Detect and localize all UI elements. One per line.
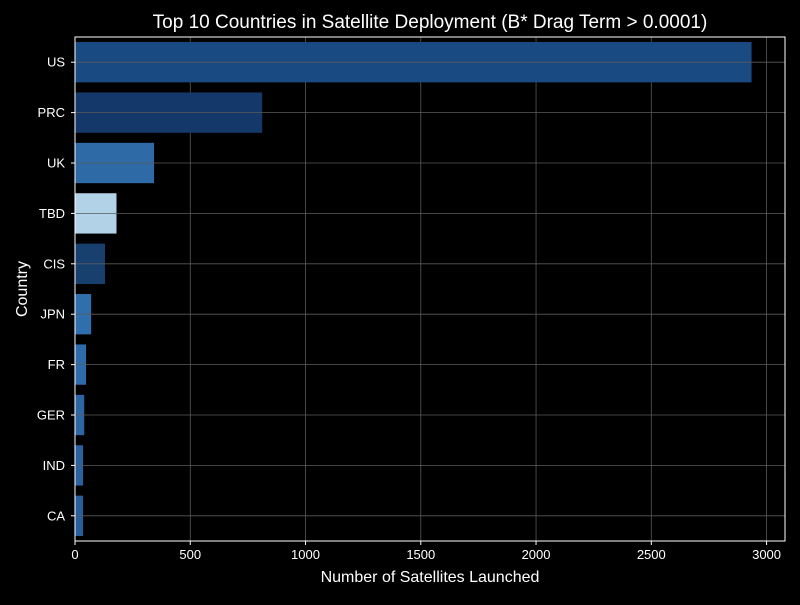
y-tick-label-prc: PRC	[38, 105, 65, 120]
x-tick-label: 0	[71, 547, 78, 562]
y-tick-label-cis: CIS	[43, 256, 65, 271]
x-tick-label: 500	[179, 547, 201, 562]
y-tick-label-ger: GER	[37, 408, 65, 423]
plot-frame	[74, 36, 786, 542]
x-tick-label: 2000	[522, 547, 551, 562]
y-tick-label-jpn: JPN	[40, 307, 65, 322]
x-tick-label: 1000	[291, 547, 320, 562]
bars-layer	[75, 42, 785, 536]
y-tick-label-ca: CA	[47, 508, 65, 523]
y-tick-label-fr: FR	[48, 357, 65, 372]
y-axis-title: Country	[14, 261, 31, 317]
y-tick-label-ind: IND	[43, 458, 65, 473]
y-tick-label-uk: UK	[47, 156, 65, 171]
x-tick-label: 1500	[406, 547, 435, 562]
ticks-layer: 0 500 1000 1500 2000 2500 3000 US PRC UK TBD CIS JPN…	[37, 55, 781, 562]
y-tick-label-tbd: TBD	[39, 206, 65, 221]
x-tick-label: 2500	[637, 547, 666, 562]
x-axis-title: Number of Satellites Launched	[321, 569, 540, 586]
x-tick-label: 3000	[752, 547, 781, 562]
chart-title: Top 10 Countries in Satellite Deployment…	[153, 12, 708, 33]
y-tick-label-us: US	[47, 55, 65, 70]
